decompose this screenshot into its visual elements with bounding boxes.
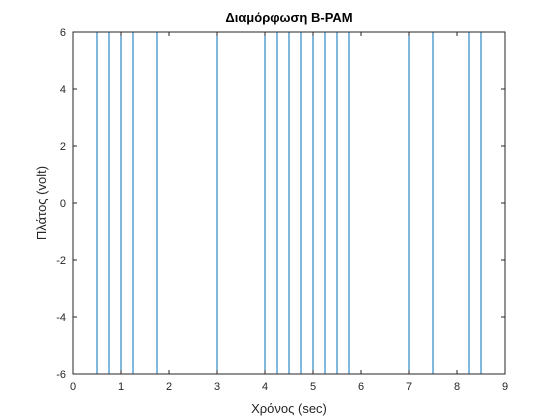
x-axis-label: Χρόνος (sec)	[251, 401, 327, 416]
x-tick-label: 1	[118, 381, 124, 393]
x-tick-label: 4	[262, 381, 268, 393]
y-tick-label: -2	[56, 255, 66, 267]
x-tick-label: 9	[502, 381, 508, 393]
x-tick-label: 8	[454, 381, 460, 393]
y-ticks: -6 -4 -2 0 2 4 6	[56, 27, 505, 381]
x-ticks: 0 1 2 3 4 5 6 7 8 9	[70, 32, 508, 393]
chart-title: Διαμόρφωση B-PAM	[225, 10, 352, 25]
x-tick-label: 0	[70, 381, 76, 393]
x-tick-label: 2	[166, 381, 172, 393]
y-tick-label: 6	[60, 27, 66, 39]
x-tick-label: 6	[358, 381, 364, 393]
y-tick-label: 2	[60, 141, 66, 153]
x-tick-label: 3	[214, 381, 220, 393]
y-tick-label: -4	[56, 312, 66, 324]
y-tick-label: 0	[60, 198, 66, 210]
y-tick-label: -6	[56, 369, 66, 381]
x-tick-label: 7	[406, 381, 412, 393]
y-axis-label: Πλάτος (volt)	[34, 166, 49, 240]
y-tick-label: 4	[60, 84, 66, 96]
x-tick-label: 5	[310, 381, 316, 393]
